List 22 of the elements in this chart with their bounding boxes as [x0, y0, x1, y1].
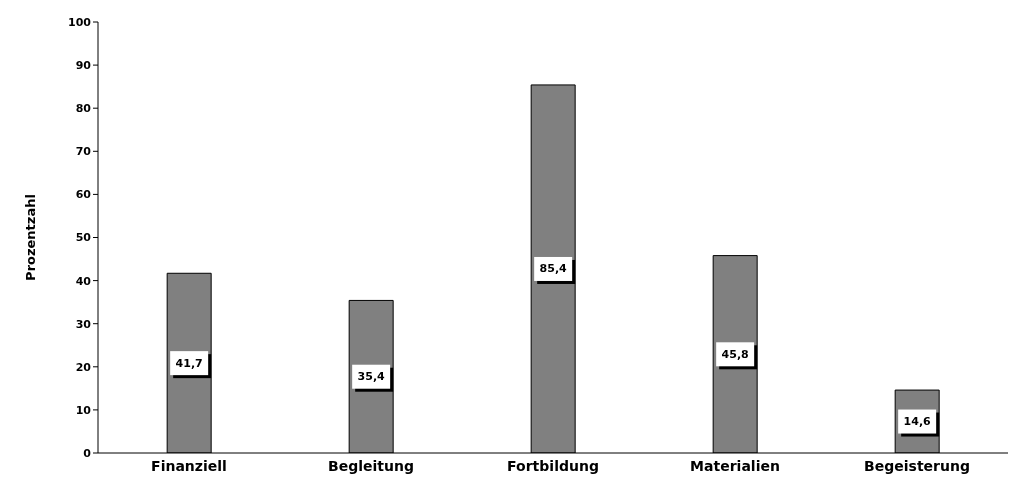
y-tick-label: 20 — [75, 360, 92, 374]
y-tick-label: 40 — [75, 274, 92, 288]
y-tick-label: 80 — [75, 102, 92, 116]
y-tick-label: 30 — [75, 317, 92, 331]
x-tick-label: Finanziell — [151, 457, 227, 474]
y-tick-label: 50 — [75, 231, 92, 245]
x-tick-label: Fortbildung — [507, 457, 599, 474]
data-label: 14,6 — [903, 415, 932, 429]
x-tick-label: Begleitung — [328, 457, 414, 474]
y-tick-label: 0 — [83, 446, 92, 460]
x-tick-label: Materialien — [690, 457, 780, 474]
data-label: 45,8 — [721, 347, 749, 361]
y-axis-title: Prozentzahl — [22, 194, 38, 281]
data-label: 85,4 — [539, 262, 568, 276]
y-tick-label: 70 — [75, 145, 92, 159]
data-label: 41,7 — [175, 356, 203, 370]
y-tick-label: 10 — [75, 403, 92, 417]
x-tick-label: Begeisterung — [864, 457, 970, 474]
y-tick-label: 100 — [68, 15, 92, 29]
data-label: 35,4 — [357, 370, 386, 384]
y-tick-label: 60 — [75, 188, 92, 202]
y-tick-label: 90 — [75, 59, 92, 72]
